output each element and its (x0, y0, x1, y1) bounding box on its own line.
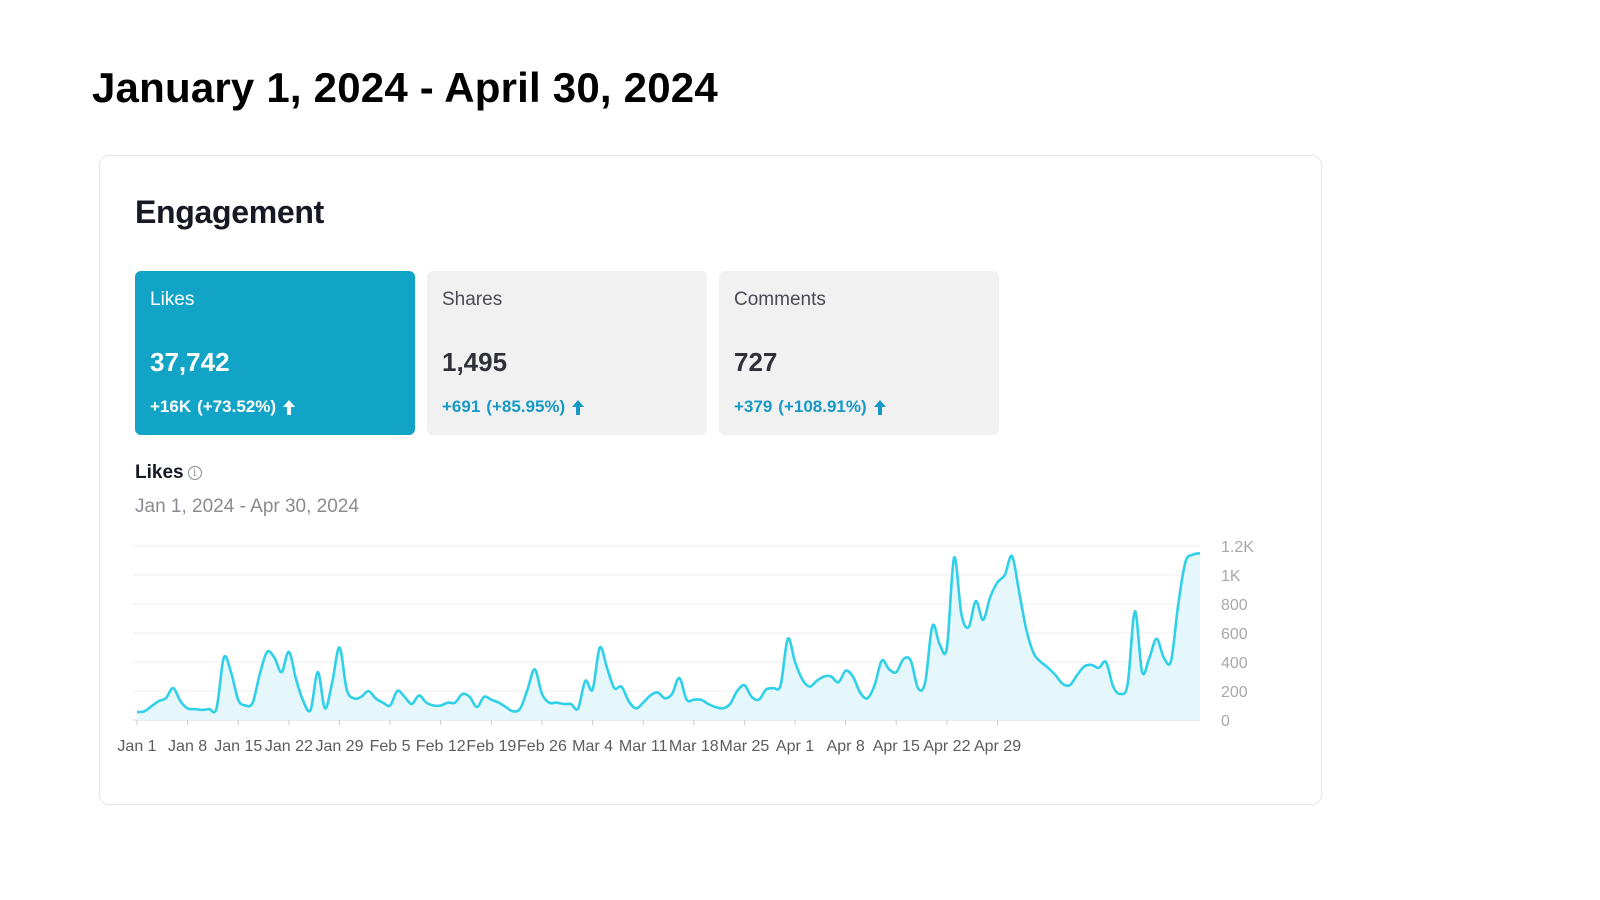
y-tick-label: 400 (1221, 655, 1248, 672)
y-tick-label: 0 (1221, 713, 1230, 730)
y-tick-label: 1K (1221, 568, 1241, 585)
arrow-up-icon (283, 399, 296, 415)
x-tick-label: Feb 5 (370, 738, 411, 755)
metric-label: Shares (442, 289, 503, 310)
chart-date-range: Jan 1, 2024 - Apr 30, 2024 (135, 496, 359, 517)
x-tick-label: Feb 26 (517, 738, 567, 755)
x-tick-label: Mar 11 (619, 738, 668, 755)
x-tick-label: Mar 4 (572, 738, 613, 755)
likes-area (137, 553, 1200, 720)
metric-change: +691 (+85.95%) (442, 397, 585, 417)
x-tick-label: Apr 1 (776, 738, 814, 755)
engagement-card: Engagement Likes 37,742 +16K (+73.52%) S… (99, 155, 1322, 805)
x-tick-label: Jan 29 (315, 738, 363, 755)
page-title: January 1, 2024 - April 30, 2024 (92, 64, 718, 111)
metric-value: 727 (734, 347, 778, 377)
metric-label: Likes (150, 289, 195, 310)
metric-value: 37,742 (150, 347, 230, 377)
metric-label: Comments (734, 289, 826, 310)
x-tick-label: Jan 1 (117, 738, 156, 755)
metric-change: +379 (+108.91%) (734, 397, 887, 417)
x-tick-label: Jan 15 (214, 738, 262, 755)
metric-change-percent: (+85.95%) (486, 397, 566, 416)
metric-value: 1,495 (442, 347, 508, 377)
chart-label-text: Likes (135, 462, 184, 483)
x-tick-label: Apr 29 (974, 738, 1021, 755)
y-tick-label: 200 (1221, 684, 1248, 701)
y-tick-label: 800 (1221, 597, 1248, 614)
metric-change-value: +16K (150, 397, 192, 416)
arrow-up-icon (873, 399, 886, 415)
info-icon[interactable]: i (187, 466, 202, 480)
engagement-title: Engagement (135, 194, 325, 230)
x-tick-label: Mar 18 (669, 738, 719, 755)
metric-change-percent: (+108.91%) (778, 397, 867, 416)
x-tick-label: Feb 12 (416, 738, 466, 755)
metric-change: +16K (+73.52%) (150, 397, 296, 417)
likes-line (136, 552, 1201, 714)
metric-card-comments[interactable]: Comments 727 +379 (+108.91%) (719, 271, 999, 435)
x-tick-label: Apr 8 (827, 738, 865, 755)
x-tick-label: Apr 22 (923, 738, 970, 755)
chart-label: Likes i (135, 462, 202, 484)
metric-change-value: +691 (442, 397, 481, 416)
metric-change-value: +379 (734, 397, 773, 416)
x-tick-label: Feb 19 (466, 738, 516, 755)
arrow-up-icon (572, 399, 585, 415)
x-tick-label: Mar 25 (720, 738, 770, 755)
metric-change-percent: (+73.52%) (197, 397, 277, 416)
x-tick-label: Jan 22 (265, 738, 313, 755)
x-tick-label: Jan 8 (168, 738, 207, 755)
y-tick-label: 600 (1221, 626, 1248, 643)
metric-card-likes[interactable]: Likes 37,742 +16K (+73.52%) (135, 271, 415, 435)
y-tick-label: 1.2K (1221, 539, 1254, 556)
metric-card-shares[interactable]: Shares 1,495 +691 (+85.95%) (427, 271, 707, 435)
x-tick-label: Apr 15 (873, 738, 920, 755)
metric-tabs: Likes 37,742 +16K (+73.52%) Shares 1,495… (135, 271, 999, 435)
